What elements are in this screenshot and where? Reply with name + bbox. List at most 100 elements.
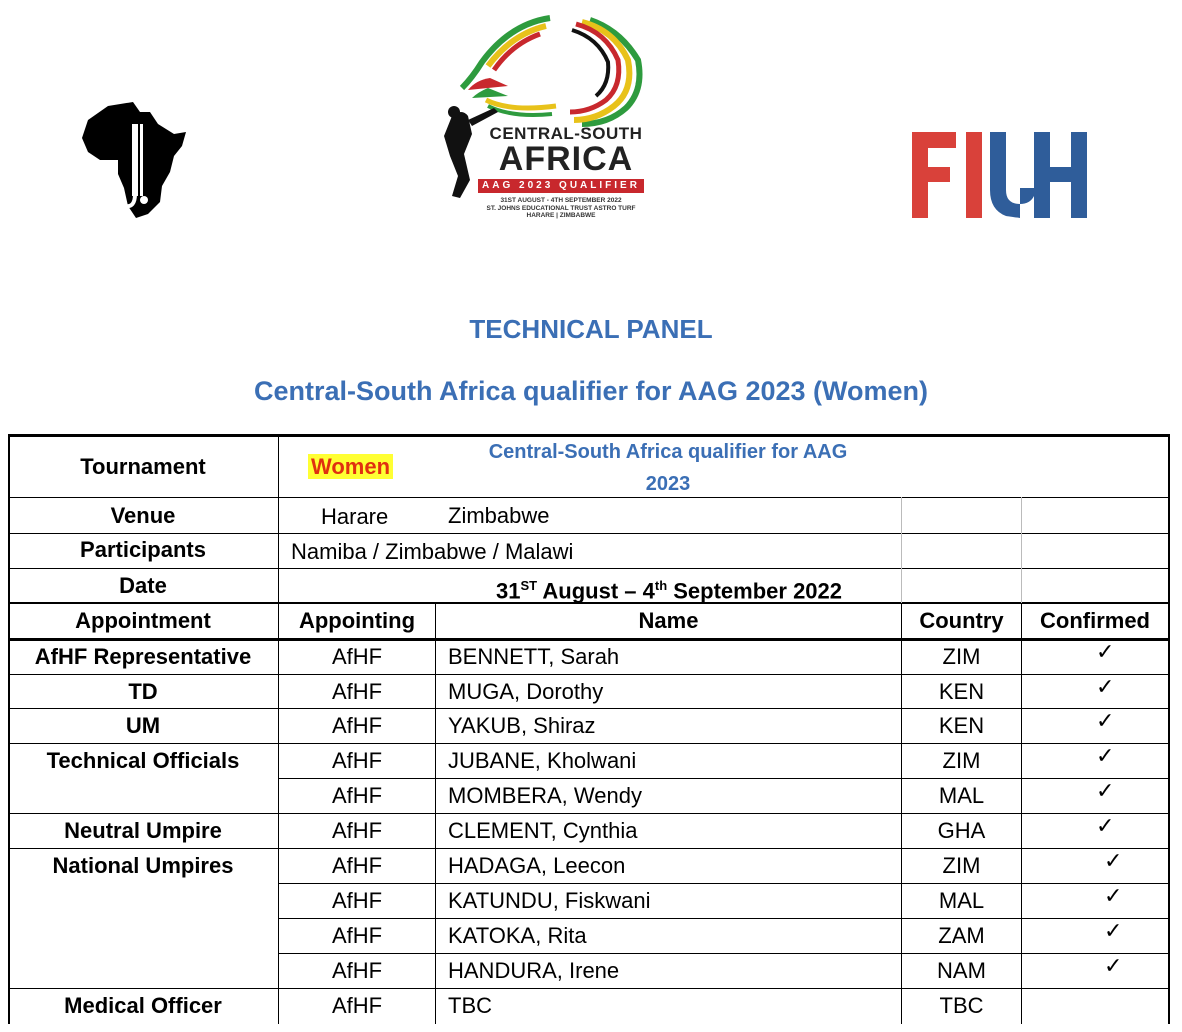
date-value: 31ST August – 4th September 2022 [279,569,1059,603]
row-appointing: AfHF [331,993,383,1018]
venue-label: Venue [110,503,176,528]
col-header-confirmed: Confirmed [1040,608,1150,633]
row-line [278,953,1170,954]
row-appointment [8,954,278,988]
col-header-country: Country [919,608,1004,633]
event-logo-line2: AFRICA [498,140,634,178]
confirmed-check-icon: ✓ [1104,919,1123,944]
date-end: September 2022 [667,578,843,604]
row-name: CLEMENT, Cynthia [448,818,638,843]
confirmed-check-icon: ✓ [1096,675,1115,700]
row-name: BENNETT, Sarah [448,644,620,669]
row-appointment [8,884,278,918]
confirmed-check-icon: ✓ [1096,744,1115,769]
row-line [8,988,1170,989]
participants-label: Participants [80,537,206,562]
col-header-name: Name [638,608,699,633]
row-appointing: AfHF [331,853,383,878]
row-appointment: Medical Officer [64,993,222,1018]
row-appointment: Technical Officials [46,748,240,773]
col-header-appointment: Appointment [75,608,211,633]
event-logo-details: 31ST AUGUST - 4TH SEPTEMBER 2022 ST. JOH… [478,197,644,220]
tournament-label: Tournament [80,454,206,479]
afhf-africa-logo [82,102,186,218]
tournament-gender-value: Women [308,454,394,479]
row-line [8,674,1170,675]
col-line-faint [1021,497,1022,603]
row-appointing: AfHF [331,713,383,738]
row-line [8,813,1170,814]
row-appointment: AfHF Representative [34,644,252,669]
header-line [8,638,1170,641]
row-appointment [8,779,278,813]
row-country: GHA [937,818,986,843]
date-start-suffix: ST [520,578,538,593]
row-line [8,602,1170,604]
confirmed-check-icon: ✓ [1096,709,1115,734]
row-name: HANDURA, Irene [448,958,620,983]
row-line [8,568,1170,569]
row-name: KATUNDU, Fiskwani [448,888,651,913]
confirmed-check-icon: ✓ [1104,884,1123,909]
row-appointing: AfHF [331,923,383,948]
row-country: ZIM [942,748,981,773]
row-appointing: AfHF [331,888,383,913]
row-appointing: AfHF [331,679,383,704]
row-country: KEN [938,679,985,704]
venue-city: Harare [321,504,389,529]
event-logo-line3: AAG 2023 QUALIFIER [478,179,644,193]
confirmed-check-icon: ✓ [1104,954,1123,979]
row-appointing: AfHF [331,958,383,983]
row-appointment: TD [128,679,158,704]
confirmed-check-icon: ✓ [1096,814,1115,839]
tournament-name-line2: 2023 [645,473,691,495]
page-title: TECHNICAL PANEL [469,314,713,344]
technical-panel-table: Tournament Women Central-South Africa qu… [8,434,1170,1024]
col-line [901,604,902,1024]
row-line [8,708,1170,709]
row-name: MOMBERA, Wendy [448,783,642,808]
confirmed-check-icon: ✓ [1096,779,1115,804]
table-border-top [8,434,1170,437]
event-logo-city: HARARE | ZIMBABWE [526,212,596,219]
row-name: TBC [448,993,492,1018]
venue-country: Zimbabwe [448,503,550,528]
col-line [435,604,436,1024]
date-label: Date [119,573,167,598]
row-name: YAKUB, Shiraz [448,713,596,738]
row-line [8,743,1170,744]
tournament-gender: Women [308,450,394,484]
table-border-left [8,434,10,1024]
central-south-africa-event-logo [444,15,643,198]
row-appointing: AfHF [331,748,383,773]
row-line [278,883,1170,884]
date-middle: August – 4 [537,578,655,604]
row-line [278,778,1170,779]
row-appointment: Neutral Umpire [64,818,222,843]
row-appointment [8,919,278,953]
col-line-faint [901,497,902,603]
col-line [1021,604,1022,1024]
row-line [278,918,1170,919]
row-appointment: UM [125,713,161,738]
row-country: MAL [938,783,985,808]
row-appointing: AfHF [331,783,383,808]
row-appointing: AfHF [331,644,383,669]
confirmed-check-icon: ✓ [1096,640,1115,665]
row-country: ZIM [942,644,981,669]
event-logo-dates: 31ST AUGUST - 4TH SEPTEMBER 2022 [500,197,622,204]
row-appointing: AfHF [331,818,383,843]
confirmed-check-icon: ✓ [1104,849,1123,874]
row-line [8,848,1170,849]
col-line [278,434,279,1024]
row-name: JUBANE, Kholwani [448,748,637,773]
fih-logo [912,132,1087,218]
row-appointment: National Umpires [52,853,234,878]
date-end-suffix: th [654,578,668,593]
row-country: NAM [937,958,986,983]
row-name: HADAGA, Leecon [448,853,626,878]
event-logo-venue: ST. JOHNS EDUCATIONAL TRUST ASTRO TURF [486,204,636,212]
row-country: ZIM [942,853,981,878]
row-country: ZAM [938,923,985,948]
page-subtitle: Central-South Africa qualifier for AAG 2… [253,376,929,406]
